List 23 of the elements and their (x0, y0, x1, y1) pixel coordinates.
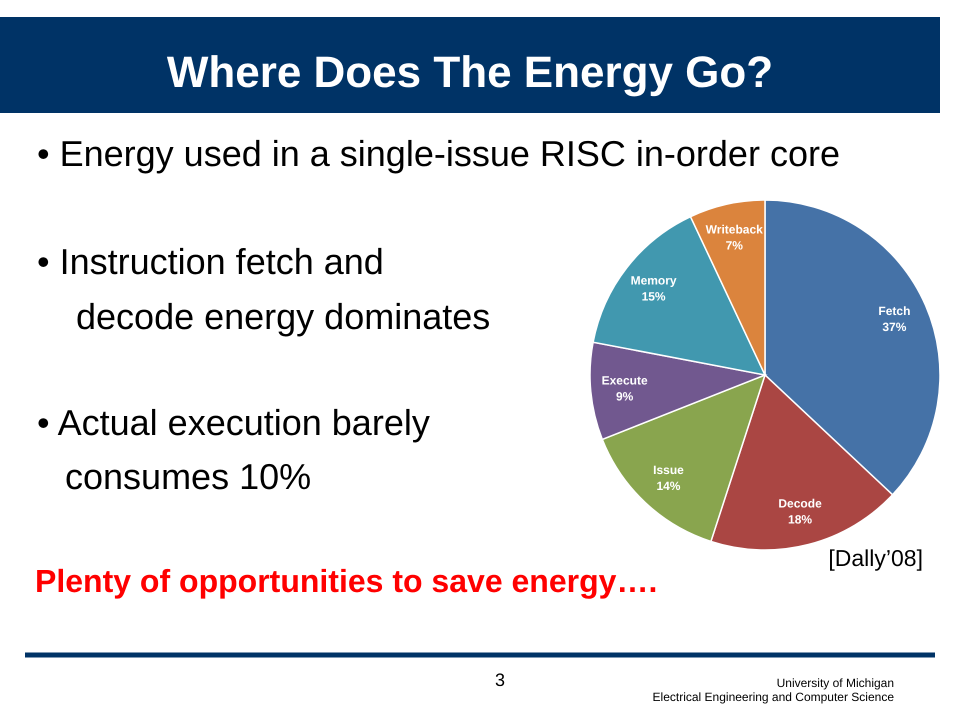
text: consumes 10% (65, 456, 312, 497)
text: • Actual execution barely (37, 402, 430, 443)
data-label: 37% (882, 320, 907, 334)
data-label: 14% (656, 478, 681, 493)
text: Plenty of opportunities to save energy…. (35, 563, 658, 599)
text: • Instruction fetch and (37, 241, 384, 282)
text: decode energy dominates (76, 296, 490, 337)
data-label: 18% (788, 512, 812, 527)
text: • Energy used in a single-issue RISC in-order core (37, 133, 840, 174)
text: University of Michigan (776, 676, 894, 690)
slice-label: Writeback (706, 222, 764, 236)
slice-label: Memory (630, 274, 677, 288)
slice-label: Issue (653, 462, 684, 477)
slice-label: Decode (778, 496, 822, 511)
text: [Dally’08] (828, 545, 923, 571)
chart-title: Where Does The Energy Go? (166, 48, 774, 97)
text: Electrical Engineering and Computer Science (652, 690, 894, 704)
text: 3 (494, 670, 506, 690)
data-label: 9% (616, 389, 634, 404)
slice-label: Execute (602, 373, 648, 388)
data-label: 15% (642, 290, 666, 304)
data-label: 7% (726, 238, 744, 252)
slice-label: Fetch (878, 304, 910, 318)
